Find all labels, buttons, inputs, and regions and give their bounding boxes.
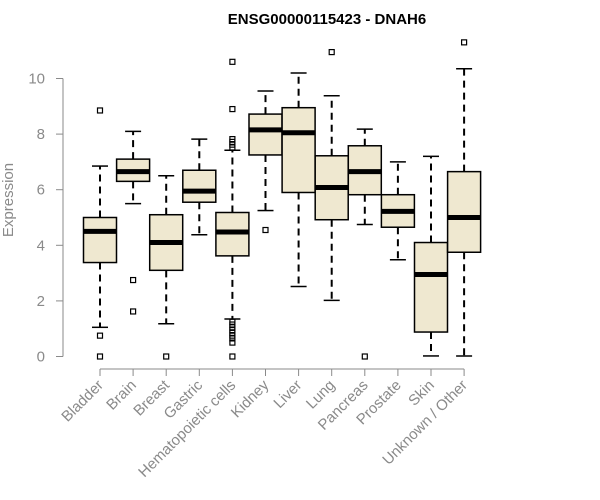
box-group [182, 138, 217, 236]
outlier-point [96, 332, 104, 339]
box-group [314, 48, 349, 302]
y-tick-label: 10 [28, 71, 45, 88]
y-tick-label: 2 [37, 293, 45, 310]
box-group [380, 161, 416, 261]
outlier-point [163, 353, 170, 360]
y-tick-label: 0 [37, 349, 45, 366]
outlier-point [229, 144, 236, 151]
box-group [248, 90, 283, 234]
outlier-point [328, 48, 335, 56]
box-series [82, 39, 482, 360]
outlier-point [229, 339, 236, 346]
y-axis: 0 2 4 6 8 10 [28, 71, 64, 366]
outlier-point [130, 276, 137, 284]
outlier-point [229, 105, 236, 113]
outlier-point [96, 107, 104, 114]
x-tick-label: Bladder [58, 377, 107, 426]
y-axis-label: Expression [0, 163, 17, 237]
outlier-point [229, 58, 236, 65]
box-group [115, 130, 151, 315]
outlier-point [96, 353, 104, 360]
box-group [281, 72, 316, 288]
box-group [347, 128, 383, 360]
outlier-point [130, 308, 137, 315]
outlier-point [361, 353, 368, 360]
x-tick-label: Liver [270, 377, 305, 412]
y-tick-label: 4 [37, 237, 45, 254]
outlier-point [229, 353, 236, 360]
box-group [215, 58, 250, 360]
iqr-box [413, 241, 449, 333]
y-tick-label: 8 [37, 126, 45, 143]
x-tick-label: Kidney [228, 376, 273, 421]
y-tick-label: 6 [37, 182, 45, 199]
outlier-point [229, 335, 236, 342]
iqr-box [82, 216, 118, 264]
box-group [413, 155, 449, 357]
outlier-point [262, 226, 269, 234]
box-group [148, 175, 184, 360]
iqr-box [182, 169, 217, 203]
outlier-point [461, 39, 468, 46]
chart-title: ENSG00000115423 - DNAH6 [228, 11, 426, 28]
box-group [446, 39, 482, 357]
iqr-box [446, 170, 482, 254]
iqr-box [281, 106, 316, 194]
iqr-box [248, 113, 283, 156]
box-group [82, 107, 118, 360]
